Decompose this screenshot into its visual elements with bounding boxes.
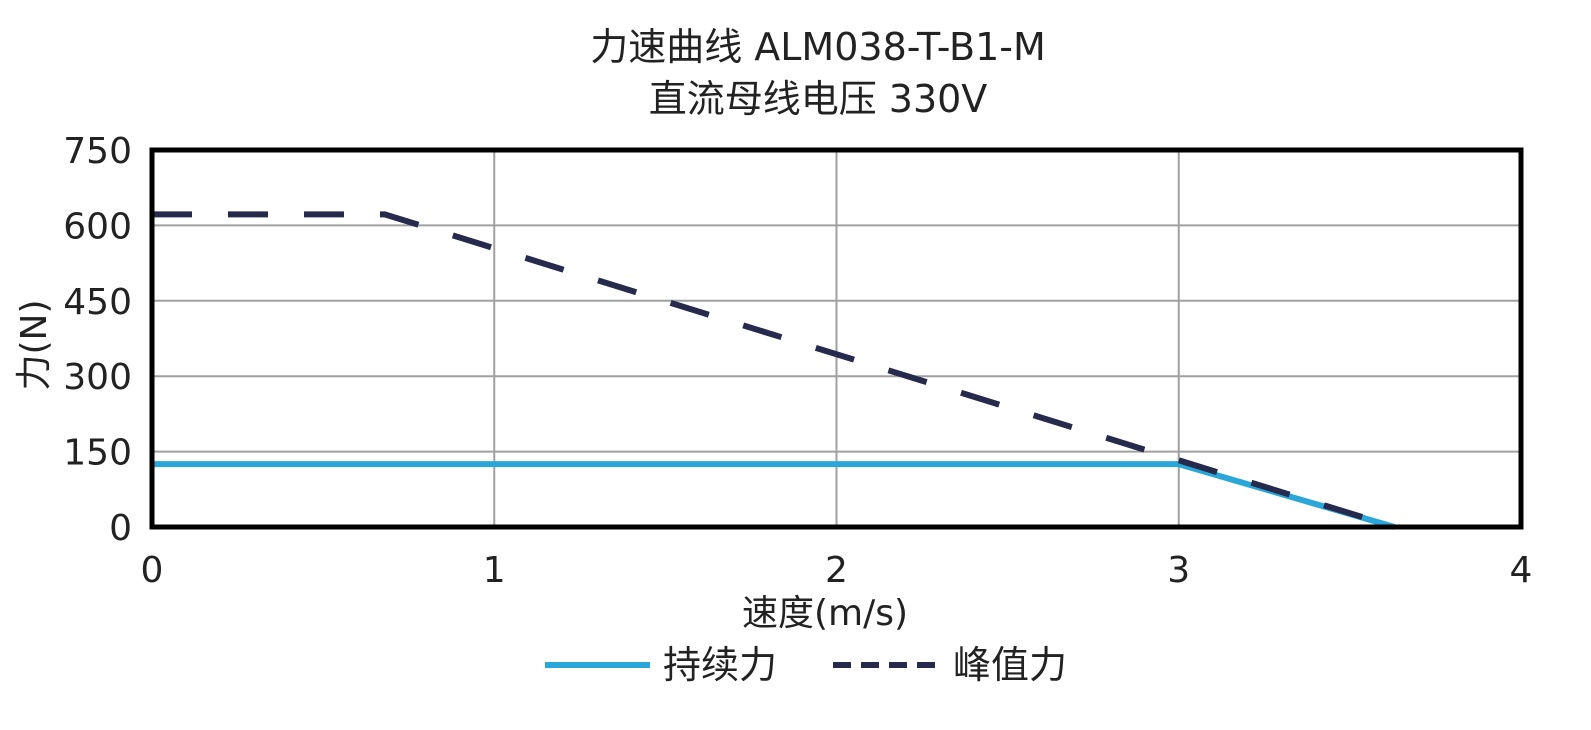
legend: 持续力 峰值力 (545, 643, 1067, 687)
series-line-0 (152, 461, 1396, 530)
x-tick-label-1: 1 (483, 550, 506, 591)
chart-subtitle: 直流母线电压 330V (649, 77, 988, 121)
legend-label-1: 峰值力 (953, 643, 1067, 687)
x-tick-label-2: 2 (825, 550, 848, 591)
x-tick-label-4: 4 (1510, 550, 1533, 591)
plot-frame (149, 147, 1524, 530)
y-tick-label-4: 600 (63, 206, 132, 247)
y-tick-label-1: 150 (63, 433, 132, 474)
y-tick-label-0: 0 (109, 508, 132, 549)
x-axis-ticks: 0 1 2 3 4 (141, 550, 1533, 591)
series-layer (152, 211, 1396, 530)
y-tick-label-5: 750 (63, 131, 132, 172)
x-tick-label-0: 0 (141, 550, 164, 591)
series-line-1 (152, 211, 1396, 530)
grid-lines (151, 149, 1522, 528)
chart-title: 力速曲线 ALM038-T-B1-M (590, 25, 1046, 69)
x-tick-label-3: 3 (1167, 550, 1190, 591)
y-axis-label: 力(N) (14, 299, 55, 390)
y-tick-label-2: 300 (63, 357, 132, 398)
x-axis-label: 速度(m/s) (742, 593, 908, 634)
y-tick-label-3: 450 (63, 282, 132, 323)
y-axis-ticks: 0 150 300 450 600 750 (63, 131, 132, 549)
legend-label-0: 持续力 (663, 643, 777, 687)
